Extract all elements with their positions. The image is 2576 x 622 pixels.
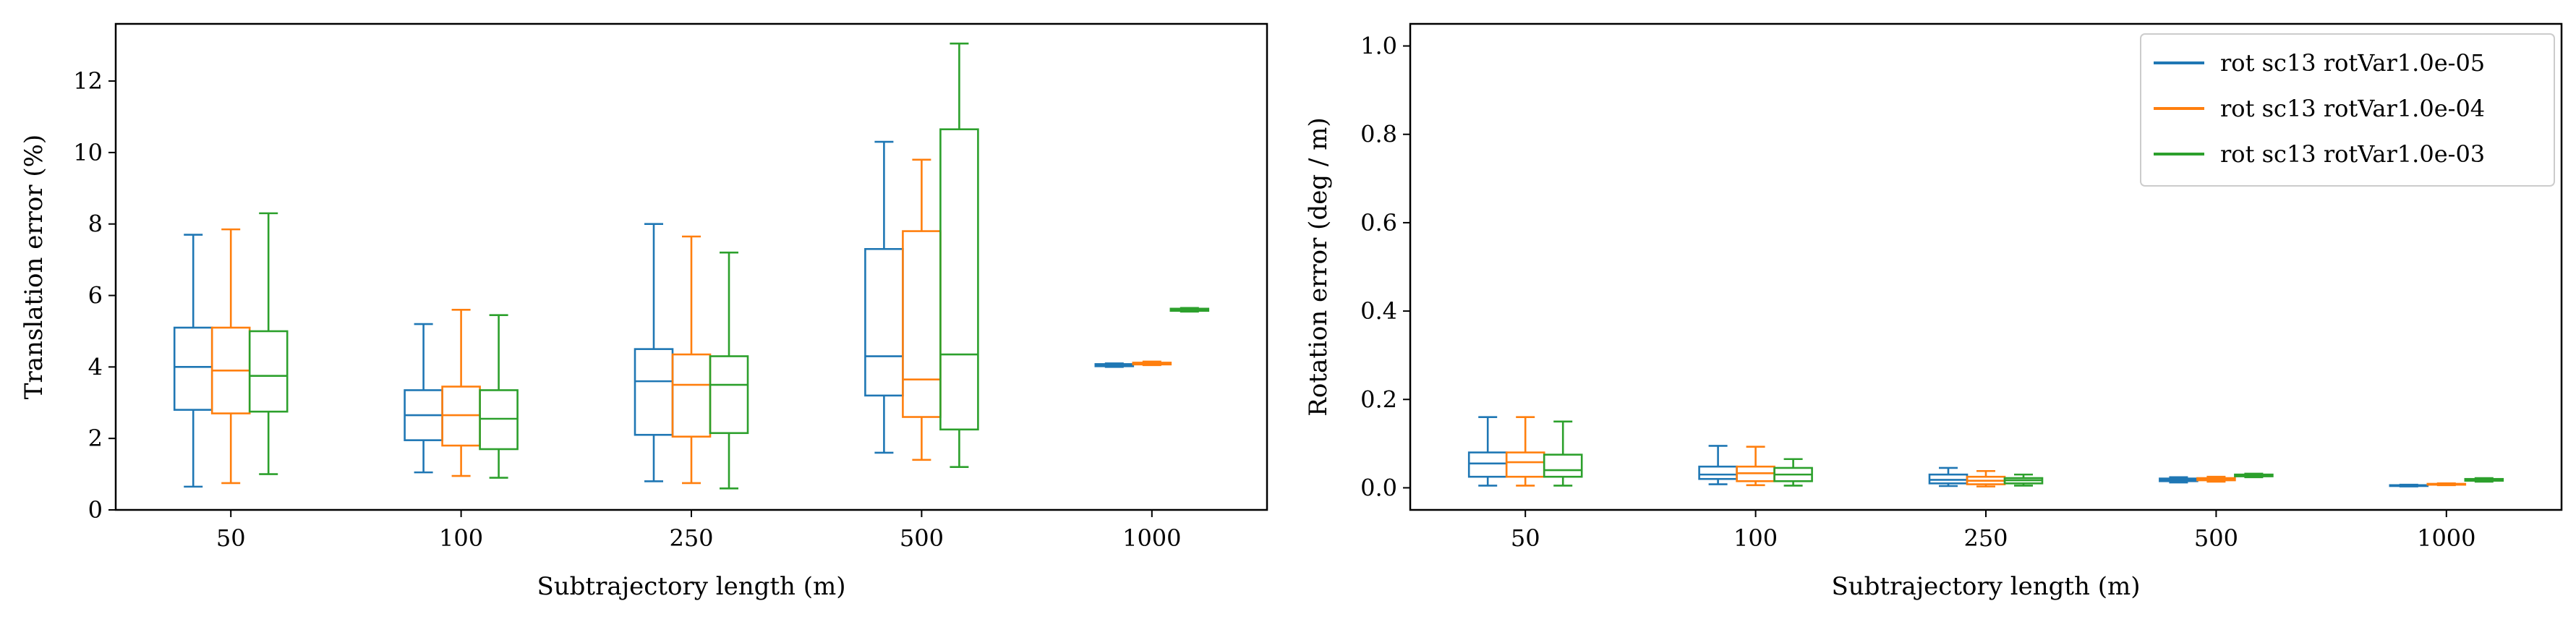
box-plot (671, 235, 712, 485)
box-plot (864, 140, 904, 454)
x-tick-label: 250 (669, 524, 713, 552)
legend-frame (2140, 33, 2555, 187)
y-axis-label: Translation error (%) (20, 135, 48, 399)
x-tick-label: 250 (1963, 524, 2008, 552)
box-plot (2464, 477, 2504, 483)
x-tick-label: 500 (900, 524, 944, 552)
iqr-box (1467, 451, 1508, 478)
y-ticks: 0.0 0.2 0.4 0.6 0.8 1.0 (1360, 33, 1410, 501)
box-plot (441, 308, 481, 477)
box-plot (1966, 469, 2006, 487)
y-tick-label: 0.6 (1360, 209, 1397, 237)
box-plot (1698, 445, 1738, 485)
y-tick-label: 0.4 (1360, 297, 1397, 325)
box-plot (1132, 360, 1172, 367)
iqr-box (902, 230, 942, 418)
box-plot (2159, 476, 2198, 484)
iqr-box (939, 128, 979, 431)
y-ticks: 0 2 4 6 8 10 12 (73, 67, 116, 524)
x-axis-label: Subtrajectory length (m) (1831, 572, 2140, 601)
box-plot (1736, 446, 1775, 487)
box-plot (1773, 458, 1813, 487)
box-plot (1094, 362, 1135, 368)
x-ticks: 50 100 250 500 1000 (216, 510, 1182, 552)
x-tick-label: 100 (1733, 524, 1778, 552)
y-tick-label: 2 (88, 425, 103, 452)
translation-error-panel: 0 2 4 6 8 10 12 50 100 250 500 1000 Subtrajectory … (20, 22, 1268, 601)
box-marks (173, 42, 1210, 490)
box-plot (1169, 307, 1210, 313)
y-axis-label: Rotation error (deg / m) (1304, 117, 1333, 416)
box-plot (2196, 475, 2236, 483)
box-plot (173, 234, 213, 488)
box-plot (709, 251, 749, 490)
iqr-box (248, 330, 289, 413)
box-plot (404, 323, 443, 474)
box-plot (634, 223, 674, 482)
y-tick-label: 4 (88, 353, 103, 380)
y-tick-label: 0.2 (1360, 385, 1397, 413)
iqr-box (1543, 453, 1583, 478)
y-tick-label: 8 (88, 210, 103, 238)
x-axis-label: Subtrajectory length (m) (537, 572, 845, 601)
legend: rot sc13 rotVar1.0e-05 rot sc13 rotVar1.… (2140, 33, 2555, 187)
box-plot (1467, 416, 1508, 487)
y-tick-label: 0.8 (1360, 121, 1397, 148)
x-ticks: 50 100 250 500 1000 (1511, 510, 2476, 552)
box-plot (479, 314, 519, 479)
iqr-box (671, 353, 712, 438)
box-plot (902, 158, 942, 461)
x-tick-label: 500 (2194, 524, 2238, 552)
box-plot (2389, 483, 2429, 487)
box-marks (1467, 416, 2504, 487)
x-tick-label: 1000 (2417, 524, 2475, 552)
iqr-box (1698, 465, 1738, 480)
legend-entry: rot sc13 rotVar1.0e-04 (2220, 95, 2485, 122)
rotation-error-panel: 0.0 0.2 0.4 0.6 0.8 1.0 50 100 250 500 1000 Subtr… (1304, 22, 2563, 601)
y-tick-label: 0.0 (1360, 474, 1397, 501)
iqr-box (709, 355, 749, 435)
box-plot (1543, 420, 1583, 487)
y-tick-label: 10 (73, 139, 103, 166)
iqr-box (173, 326, 213, 411)
box-plot (939, 42, 979, 469)
y-tick-label: 1.0 (1360, 33, 1397, 60)
y-tick-label: 6 (88, 282, 103, 310)
box-plot (2426, 482, 2467, 487)
x-tick-label: 100 (439, 524, 483, 552)
box-plot (1928, 466, 1969, 487)
iqr-box (1505, 451, 1545, 478)
x-tick-label: 50 (1511, 524, 1540, 552)
legend-entry: rot sc13 rotVar1.0e-03 (2220, 140, 2485, 168)
box-plot (248, 212, 289, 475)
iqr-box (864, 247, 904, 397)
y-tick-label: 12 (73, 67, 103, 95)
iqr-box (634, 348, 674, 436)
x-tick-label: 1000 (1122, 524, 1181, 552)
box-plot (2234, 472, 2274, 479)
box-plot (2003, 473, 2044, 487)
y-tick-label: 0 (88, 496, 103, 524)
box-plot (210, 228, 251, 485)
x-tick-label: 50 (216, 524, 246, 552)
box-plot (1505, 416, 1545, 487)
legend-entry: rot sc13 rotVar1.0e-05 (2220, 49, 2485, 77)
